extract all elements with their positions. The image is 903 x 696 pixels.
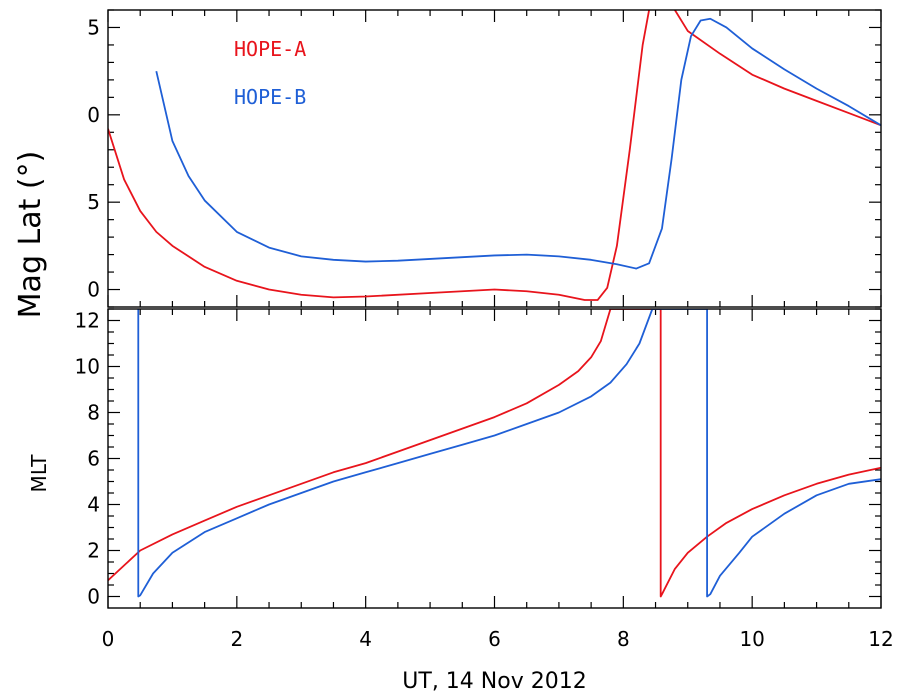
x-tick-label: 0 <box>102 627 115 651</box>
y-axis-title-mag-lat: Mag Lat (°) <box>13 151 48 319</box>
y-tick-label: 12 <box>75 309 100 333</box>
x-tick-label: 4 <box>359 627 372 651</box>
x-tick-label: 6 <box>488 627 501 651</box>
y-tick-label: 2 <box>87 539 100 563</box>
x-tick-label: 12 <box>868 627 893 651</box>
series-line-hope-b-panel-2 <box>137 309 881 598</box>
y-axis-title-mlt: MLT <box>27 454 51 493</box>
y-tick-label: 5 <box>87 190 100 214</box>
top-panel-frame <box>107 9 882 308</box>
y-tick-label: 0 <box>87 585 100 609</box>
bottom-panel-frame <box>107 308 882 609</box>
y-tick-label: 0 <box>87 103 100 127</box>
y-tick-label: 6 <box>87 447 100 471</box>
series-line-hope-a-panel-1 <box>108 10 881 301</box>
series-line-hope-a-panel-2 <box>108 309 881 598</box>
x-tick-label: 10 <box>739 627 764 651</box>
series-line-hope-b-panel-1 <box>155 17 881 270</box>
y-tick-label: 4 <box>87 493 100 517</box>
y-tick-label: 5 <box>87 15 100 39</box>
y-tick-label: 10 <box>75 355 100 379</box>
legend-item-hope-a: HOPE-A <box>234 37 306 61</box>
y-tick-label: 0 <box>87 278 100 302</box>
x-tick-label: 2 <box>230 627 243 651</box>
x-tick-label: 8 <box>617 627 630 651</box>
x-axis-title: UT, 14 Nov 2012 <box>402 669 586 694</box>
legend-item-hope-b: HOPE-B <box>234 85 306 109</box>
y-tick-label: 8 <box>87 401 100 425</box>
